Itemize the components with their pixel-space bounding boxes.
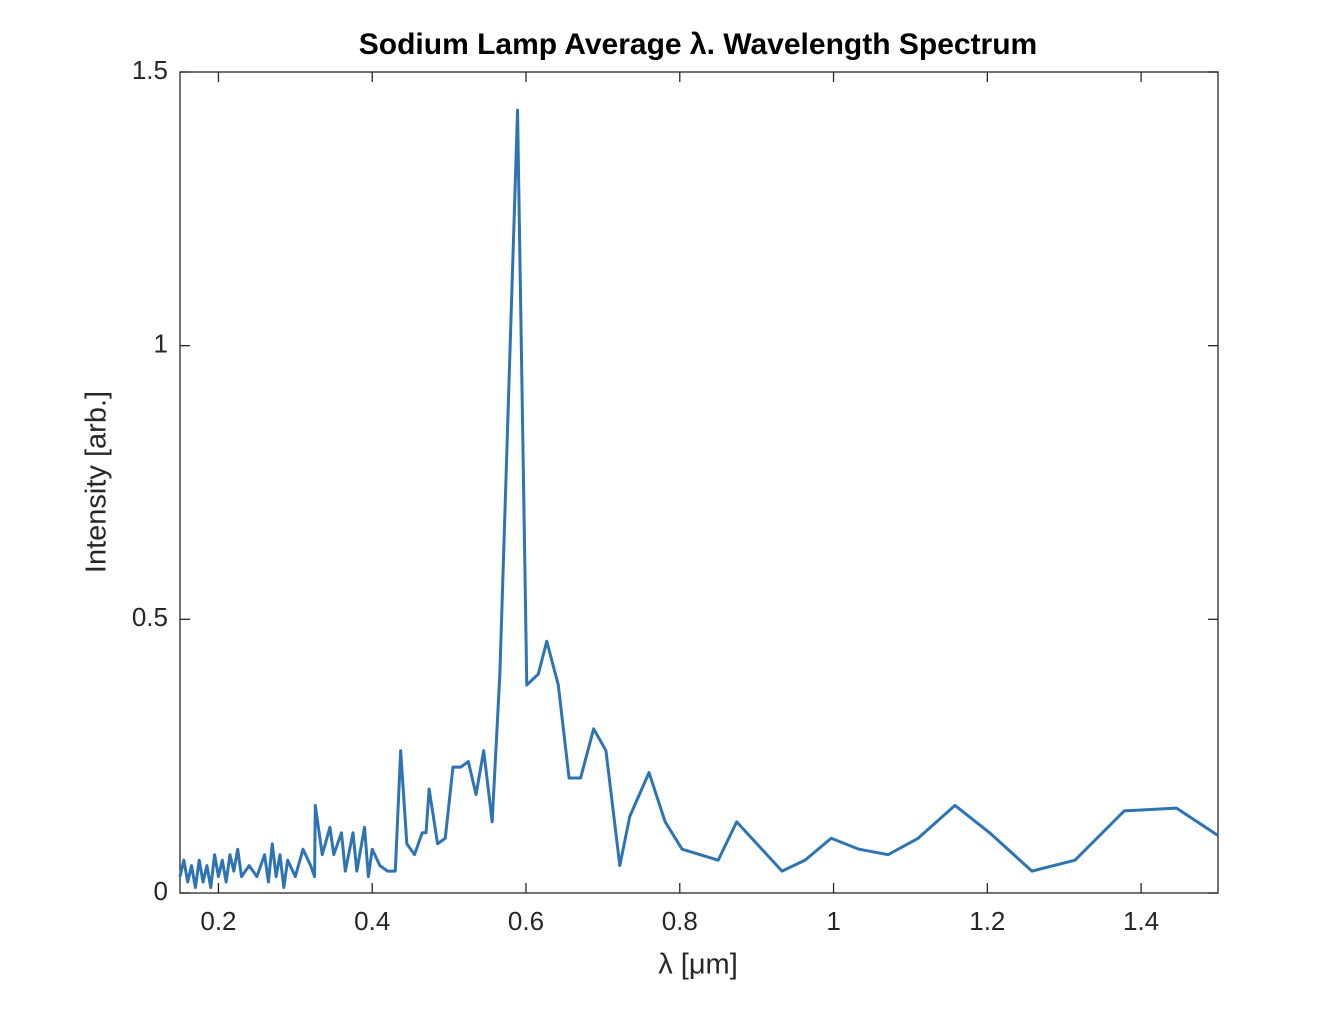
- y-axis-label: Intensity [arb.]: [81, 391, 113, 573]
- chart-title: Sodium Lamp Average λ. Wavelength Spectr…: [359, 28, 1038, 61]
- x-tick-label: 0.2: [200, 906, 236, 936]
- x-tick-label: 0.8: [662, 906, 698, 936]
- plot-box: [179, 71, 1219, 894]
- x-tick-label: 1.2: [969, 906, 1005, 936]
- x-tick-label: 0.6: [508, 906, 544, 936]
- y-tick-label: 0.5: [132, 602, 168, 632]
- y-tick-label: 1: [154, 329, 168, 359]
- data-line: [178, 108, 1219, 890]
- x-tick-label: 0.4: [354, 906, 390, 936]
- x-tick-label: 1.4: [1123, 906, 1159, 936]
- x-axis-label: λ [μm]: [658, 949, 738, 981]
- y-tick-label: 1.5: [132, 55, 168, 85]
- x-tick-label: 1: [826, 906, 840, 936]
- y-tick-label: 0: [154, 876, 168, 906]
